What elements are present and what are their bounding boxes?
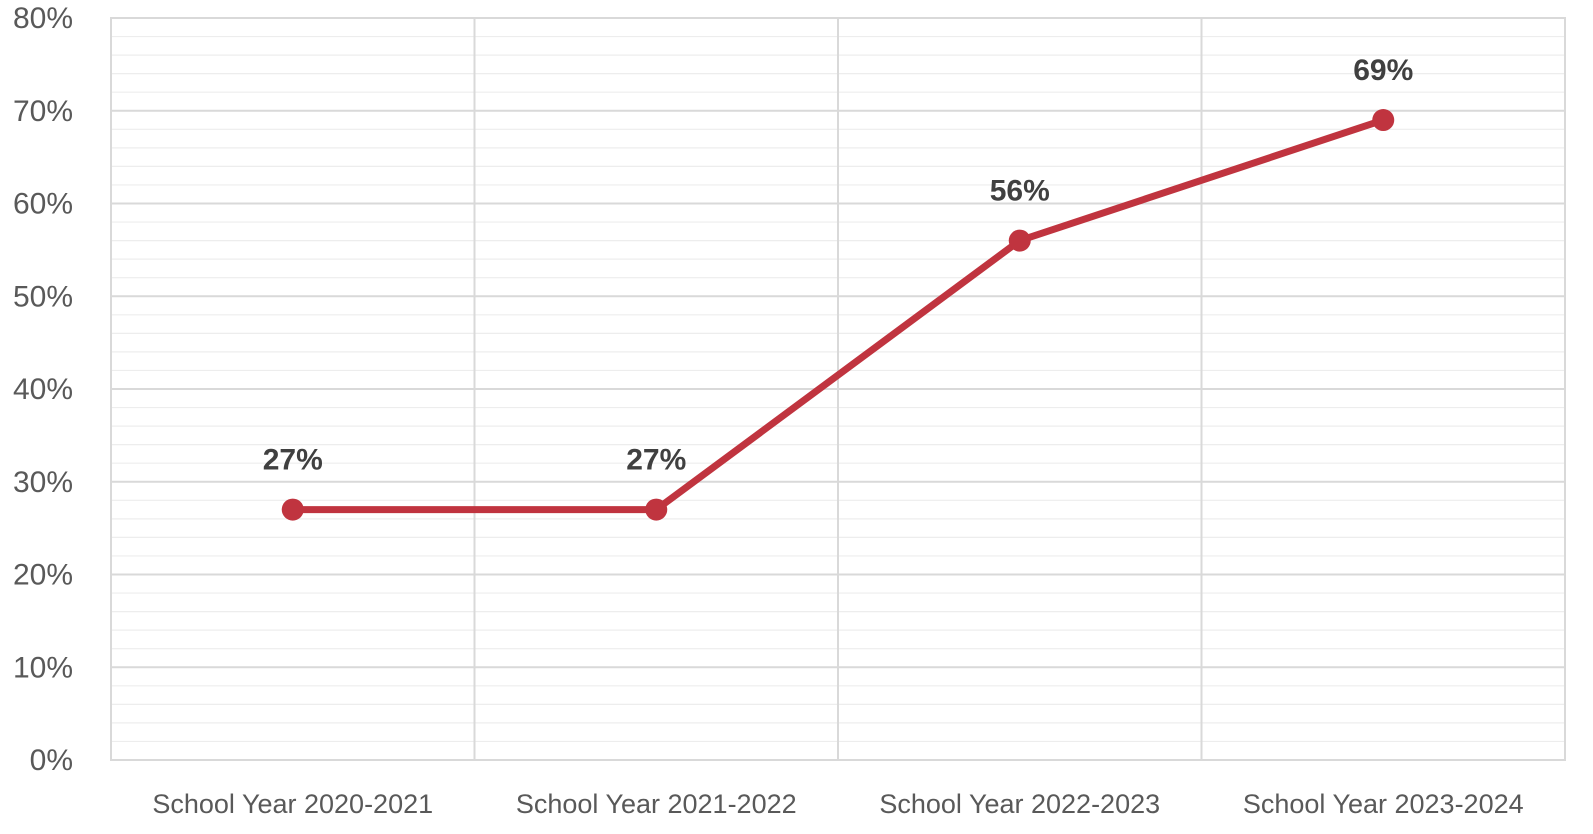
data-value-label: 27%: [626, 444, 686, 477]
y-tick-label: 0%: [30, 744, 73, 777]
y-tick-label: 60%: [13, 188, 73, 221]
y-axis-tick-labels: 0% 10% 20% 30% 40% 50% 60% 70% 80%: [13, 2, 73, 777]
y-tick-label: 70%: [13, 95, 73, 128]
data-value-label: 69%: [1353, 54, 1413, 87]
data-point-marker: [1372, 109, 1395, 132]
data-point-marker: [1008, 229, 1031, 252]
y-tick-label: 40%: [13, 373, 73, 406]
x-axis-category-labels: School Year 2020-2021 School Year 2021-20…: [152, 789, 1523, 819]
y-tick-label: 20%: [13, 559, 73, 592]
y-tick-label: 80%: [13, 2, 73, 35]
data-labels: 27% 27% 56% 69%: [263, 54, 1414, 477]
data-value-label: 27%: [263, 444, 323, 477]
plot-frame: [110, 17, 1566, 761]
plot-area-border: [110, 17, 1566, 761]
y-tick-label: 10%: [13, 651, 73, 684]
data-point-marker: [281, 498, 304, 521]
data-point-marker: [645, 498, 668, 521]
y-tick-label: 30%: [13, 466, 73, 499]
x-category-label: School Year 2020-2021: [152, 789, 433, 819]
series-line-layer: [289, 116, 1387, 514]
y-tick-label: 50%: [13, 280, 73, 313]
series-line: [289, 116, 1387, 514]
x-category-label: School Year 2023-2024: [1243, 789, 1524, 819]
x-category-label: School Year 2022-2023: [879, 789, 1160, 819]
data-value-label: 56%: [990, 175, 1050, 208]
x-category-label: School Year 2021-2022: [516, 789, 797, 819]
series-markers: [281, 109, 1395, 521]
category-gridlines: [473, 18, 1203, 760]
